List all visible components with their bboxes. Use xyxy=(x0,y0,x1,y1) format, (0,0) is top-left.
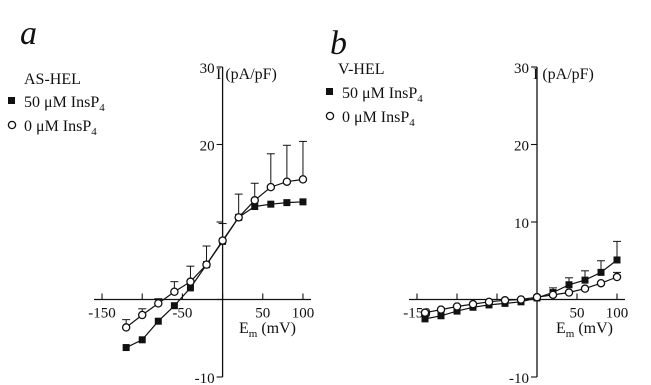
data-point xyxy=(121,323,131,332)
y-tick-label: 30 xyxy=(514,61,529,77)
x-tick-label: 50 xyxy=(570,306,585,322)
legend-label-main: 50 μM InsP xyxy=(342,85,417,102)
data-point xyxy=(138,336,146,344)
legend-label: 0 μM InsP4 xyxy=(342,109,415,129)
series-filled-square xyxy=(421,240,621,323)
x-axis-label: Em (mV) xyxy=(239,320,296,340)
data-point xyxy=(564,288,574,297)
panel-letter: b xyxy=(330,25,347,62)
y-tick-label: -10 xyxy=(509,371,529,385)
x-axis-label-main: E xyxy=(556,320,566,337)
data-point xyxy=(596,278,606,288)
data-point xyxy=(484,297,494,307)
data-point xyxy=(580,284,590,293)
legend-marker-open-circle xyxy=(7,120,17,130)
data-point xyxy=(154,317,162,325)
x-axis-label-subscript: m xyxy=(566,328,575,340)
data-point xyxy=(420,308,430,317)
series-open-circle xyxy=(121,140,308,332)
data-point xyxy=(597,268,605,276)
x-axis-label-unit: (mV) xyxy=(257,320,296,337)
x-tick-label: 100 xyxy=(606,306,629,322)
data-point xyxy=(267,200,275,208)
data-point xyxy=(282,177,292,186)
series-line xyxy=(125,178,304,328)
data-point xyxy=(565,281,573,289)
data-point xyxy=(202,260,211,269)
y-tick-label: -10 xyxy=(195,371,215,385)
x-tick-label: 50 xyxy=(255,306,270,322)
data-point xyxy=(122,344,130,352)
data-point xyxy=(581,276,589,284)
data-point xyxy=(298,175,308,184)
data-point xyxy=(452,302,462,311)
legend-label: 50 μM InsP4 xyxy=(24,94,105,114)
legend-marker-filled-square xyxy=(326,88,333,95)
legend-label-subscript: 4 xyxy=(91,126,97,138)
panel-letter: a xyxy=(20,15,37,52)
data-point xyxy=(421,315,429,323)
legend-label-main: 50 μM InsP xyxy=(24,94,99,111)
data-point xyxy=(548,290,558,300)
legend-label-subscript: 4 xyxy=(409,117,415,129)
data-point xyxy=(218,236,227,245)
legend-label-subscript: 4 xyxy=(417,93,423,105)
legend-label: 50 μM InsP4 xyxy=(342,85,423,105)
legend-marker-open-circle xyxy=(325,111,335,121)
data-point xyxy=(154,299,163,308)
cell-line-label: AS-HEL xyxy=(24,71,81,88)
data-point xyxy=(613,256,621,264)
y-tick-label: 20 xyxy=(514,139,529,155)
data-point xyxy=(251,203,259,210)
data-point xyxy=(170,287,179,296)
data-point xyxy=(532,292,542,302)
data-point xyxy=(516,295,526,304)
data-point xyxy=(612,272,622,282)
y-tick-label: 20 xyxy=(200,139,215,155)
x-tick-label: 100 xyxy=(292,306,315,322)
legend-label-main: 0 μM InsP xyxy=(24,118,91,135)
x-axis-label: Em (mV) xyxy=(556,320,613,340)
series-open-circle xyxy=(420,271,622,317)
data-point xyxy=(186,277,195,286)
data-point xyxy=(437,312,445,320)
x-tick-label: -150 xyxy=(88,306,116,322)
x-axis-label-subscript: m xyxy=(249,328,258,340)
data-point xyxy=(299,198,307,206)
legend-label: 0 μM InsP4 xyxy=(24,118,97,138)
data-point xyxy=(234,213,243,222)
x-tick-label: -50 xyxy=(172,306,192,322)
y-tick-label: 30 xyxy=(200,61,215,77)
data-point xyxy=(250,196,259,205)
x-axis-label-unit: (mV) xyxy=(574,320,613,337)
y-tick-label: 10 xyxy=(514,216,529,232)
data-point xyxy=(436,305,446,314)
data-point xyxy=(266,182,276,192)
legend-marker-filled-square xyxy=(8,97,15,104)
legend-label-main: 0 μM InsP xyxy=(342,109,409,126)
y-axis-label: I (pA/pF) xyxy=(216,66,277,83)
y-axis-label: I (pA/pF) xyxy=(533,66,594,83)
data-point xyxy=(468,299,478,309)
data-point xyxy=(500,296,510,305)
data-point xyxy=(137,310,147,320)
cell-line-label: V-HEL xyxy=(338,61,385,78)
data-point xyxy=(453,307,461,315)
data-point xyxy=(170,302,178,310)
data-point xyxy=(186,284,194,292)
x-axis-label-main: E xyxy=(239,320,249,337)
data-point xyxy=(283,199,291,207)
legend-label-subscript: 4 xyxy=(99,102,105,114)
